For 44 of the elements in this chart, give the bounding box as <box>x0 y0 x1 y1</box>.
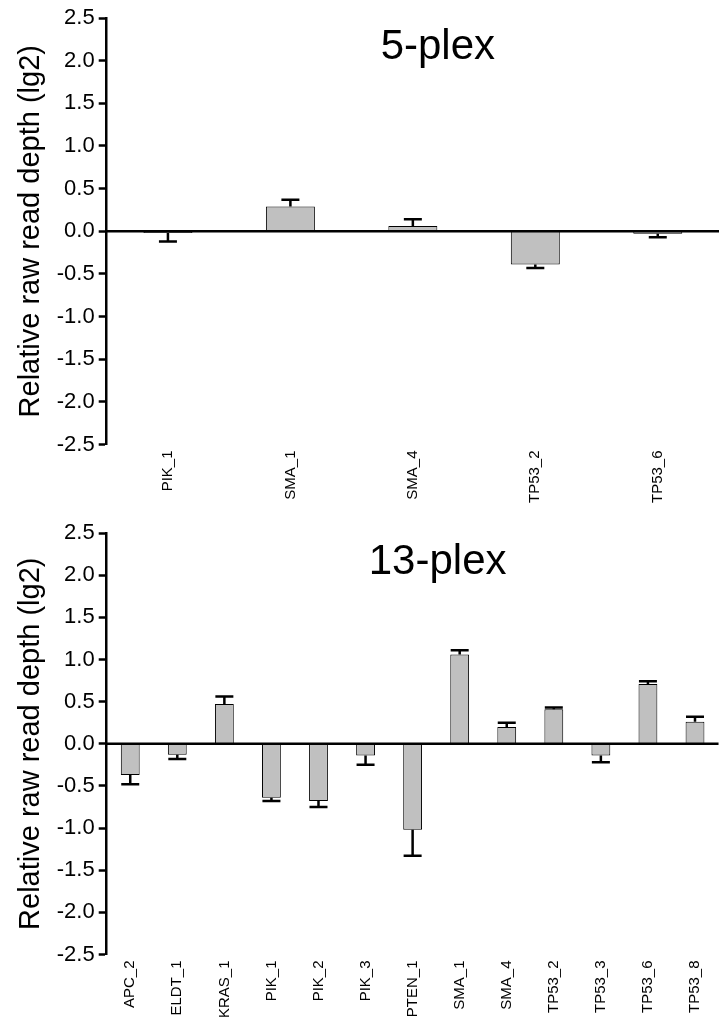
x-tick-label: SMA_1 <box>449 960 467 1010</box>
y-tick-label: 0.0 <box>64 217 95 243</box>
y-tick-label: 0.5 <box>64 174 95 200</box>
x-tick-label: PIK_1 <box>158 450 176 492</box>
y-tick-label: 1.0 <box>64 132 95 157</box>
y-tick-label: -2.0 <box>56 898 95 924</box>
x-tick-label: ELDT_1 <box>167 960 185 1016</box>
y-tick-label: -1.0 <box>56 302 95 328</box>
x-tick-label: PIK_2 <box>308 960 326 1002</box>
chart-title: 5-plex <box>380 20 496 68</box>
x-tick-label: SMA_1 <box>280 450 298 500</box>
x-tick-label: TP53_6 <box>638 960 656 1014</box>
y-tick-label: 2.5 <box>64 4 95 30</box>
y-tick-label: -2.5 <box>56 940 95 966</box>
y-tick-label: 0.5 <box>64 687 95 713</box>
x-tick-label: TP53_3 <box>591 960 609 1014</box>
y-tick-label: 1.0 <box>64 645 95 671</box>
x-tick-label: TP53_2 <box>543 960 561 1014</box>
y-tick-label: -0.5 <box>56 771 95 797</box>
chart-title: 13-plex <box>368 535 507 583</box>
y-tick-label: 2.0 <box>64 46 95 72</box>
x-tick-label: PIK_3 <box>355 960 373 1002</box>
x-tick-label: APC_2 <box>120 960 138 1008</box>
y-axis-title: Relative raw read depth (lg2) <box>13 557 46 930</box>
x-tick-label: PTEN_1 <box>402 960 420 1018</box>
x-tick-label: TP53_2 <box>525 450 543 504</box>
y-tick-label: -2.5 <box>56 430 95 456</box>
x-tick-label: PIK_1 <box>261 960 279 1002</box>
y-tick-label: 1.5 <box>64 89 95 115</box>
y-tick-label: -1.0 <box>56 814 95 840</box>
y-tick-label: 2.0 <box>64 561 95 587</box>
x-tick-label: SMA_4 <box>496 960 514 1010</box>
x-tick-label: TP53_6 <box>647 450 665 504</box>
y-tick-label: 1.5 <box>64 603 95 629</box>
x-tick-label: KRAS_1 <box>214 960 232 1019</box>
x-tick-label: SMA_4 <box>403 450 420 500</box>
y-tick-label: -2.0 <box>56 387 95 413</box>
y-tick-label: -1.5 <box>56 856 95 882</box>
y-tick-label: 2.5 <box>64 519 95 545</box>
y-tick-label: -1.5 <box>56 345 95 371</box>
x-tick-label: TP53_8 <box>685 960 703 1014</box>
y-tick-label: -0.5 <box>56 259 95 285</box>
y-tick-label: 0.0 <box>64 729 95 755</box>
y-axis-title: Relative raw read depth (lg2) <box>13 45 46 418</box>
